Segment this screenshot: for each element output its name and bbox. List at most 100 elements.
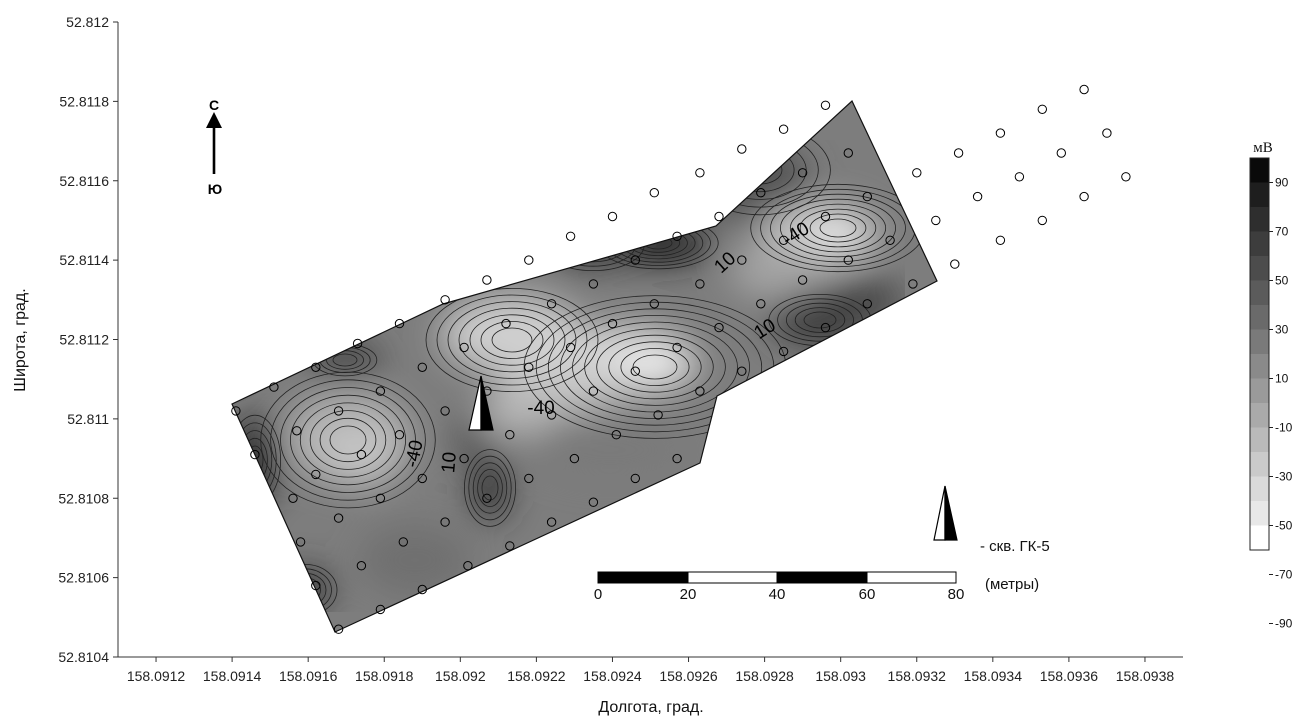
scale-unit-label: (метры) [985,576,1039,593]
legend-swatch [1250,183,1269,208]
x-axis-title: Долгота, град. [598,699,703,716]
survey-point [1122,173,1130,181]
survey-point [913,169,921,177]
y-tick-label: 52.8112 [59,332,109,348]
y-tick-label: 52.8104 [58,649,109,665]
legend-swatch [1250,526,1269,551]
survey-point [1103,129,1111,137]
legend-swatch [1250,330,1269,355]
survey-point [566,232,574,240]
legend-swatch [1250,403,1269,428]
legend-swatch [1250,232,1269,257]
y-tick-label: 52.8108 [58,490,109,506]
scale-bar: 0 20 40 60 80 (метры) [594,572,1039,603]
x-tick-label: 158.0916 [279,668,338,684]
survey-point [996,236,1004,244]
x-tick-label: 158.0928 [735,668,794,684]
legend-swatch [1250,207,1269,232]
legend-label: -30 [1275,470,1293,484]
scale-tick-label: 0 [594,586,602,603]
survey-point [608,212,616,220]
x-tick-label: 158.0924 [583,668,642,684]
x-tick-label: 158.093 [815,668,866,684]
legend-swatch [1250,281,1269,306]
survey-point [951,260,959,268]
legend-label: 70 [1275,225,1289,239]
legend-swatch [1250,501,1269,526]
y-axis-title: Широта, град. [12,288,29,391]
scale-tick-label: 20 [680,586,697,603]
survey-point [1038,105,1046,113]
scale-tick-label: 60 [859,586,876,603]
scale-tick-label: 40 [769,586,786,603]
survey-point [696,169,704,177]
legend-label: -50 [1275,519,1293,533]
contour-line [577,237,609,253]
contour-line [738,156,782,184]
x-tick-label: 158.0922 [507,668,566,684]
legend-swatch [1250,256,1269,281]
survey-point [954,149,962,157]
legend-swatch [1250,452,1269,477]
well-legend: - скв. ГК-5 [934,486,1050,555]
x-tick-label: 158.0936 [1040,668,1099,684]
legend-label: 90 [1275,176,1289,190]
legend-swatch [1250,379,1269,404]
y-tick-label: 52.812 [66,14,109,30]
survey-point [738,145,746,153]
legend-swatch [1250,354,1269,379]
contour-line [559,228,626,262]
legend-swatches [1250,158,1269,550]
survey-point [650,189,658,197]
legend-label: 50 [1275,274,1289,288]
y-tick-label: 52.8114 [59,252,109,268]
legend-swatch [1250,428,1269,453]
survey-point [973,192,981,200]
well-legend-label: - скв. ГК-5 [980,538,1050,555]
survey-point [1057,149,1065,157]
legend-label: -10 [1275,421,1293,435]
north-label: С [209,97,219,113]
x-tick-label: 158.0914 [203,668,262,684]
x-axis-ticks: 158.0912 158.0914 158.0916 158.0918 158.092 1… [127,657,1175,684]
x-tick-label: 158.0934 [964,668,1023,684]
legend-label: -70 [1275,568,1293,582]
legend-label: 30 [1275,323,1289,337]
x-tick-label: 158.0932 [888,668,947,684]
survey-point [821,101,829,109]
x-tick-label: 158.0926 [659,668,718,684]
contour-line [568,233,618,258]
survey-point [932,216,940,224]
legend-label: 10 [1275,372,1289,386]
legend-swatch [1250,477,1269,502]
scale-tick-label: 80 [948,586,965,603]
x-tick-label: 158.092 [435,668,486,684]
contour-label: 10 [438,451,461,474]
survey-point [441,296,449,304]
survey-point [715,212,723,220]
survey-point [1038,216,1046,224]
y-tick-label: 52.8118 [59,93,109,109]
y-axis-ticks: 52.812 52.8118 52.8116 52.8114 52.8112 52.811… [58,14,118,665]
legend-swatch [1250,305,1269,330]
y-tick-label: 52.811 [67,411,109,427]
legend-labels: 90 70 50 30 10 -10 -30 -50 -70 -90 [1269,176,1293,631]
north-arrow: С Ю [206,97,222,197]
y-tick-label: 52.8106 [58,570,109,586]
x-tick-label: 158.0912 [127,668,186,684]
legend-label: -90 [1275,617,1293,631]
survey-point [1015,173,1023,181]
x-tick-label: 158.0918 [355,668,414,684]
survey-point [1080,85,1088,93]
y-tick-label: 52.8116 [59,173,109,189]
south-label: Ю [208,181,222,197]
survey-point [1080,192,1088,200]
legend-unit: мВ [1253,140,1273,156]
survey-point [996,129,1004,137]
color-legend: мВ 90 70 50 30 10 -10 -30 -50 -70 -90 [1250,140,1293,631]
contour-line [551,224,636,266]
legend-swatch [1250,158,1269,183]
survey-point [483,276,491,284]
contour-label: -40 [527,398,554,419]
